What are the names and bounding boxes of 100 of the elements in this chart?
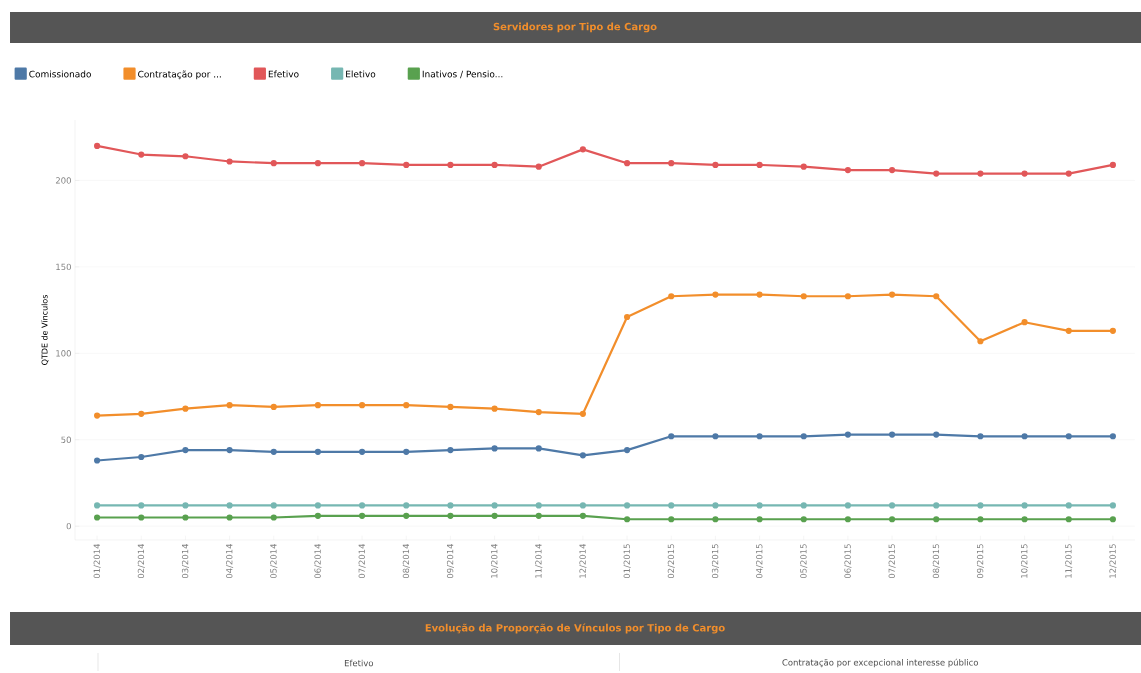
y-tick-label: 50 [61, 436, 71, 443]
point [1109, 433, 1116, 440]
point [668, 433, 675, 440]
point [359, 512, 366, 519]
point [668, 516, 675, 523]
point [888, 516, 896, 523]
point [94, 502, 101, 509]
point [314, 512, 322, 519]
point [270, 502, 277, 509]
point [1065, 327, 1072, 334]
point [226, 158, 233, 165]
point [888, 431, 896, 438]
point [359, 160, 366, 167]
point [977, 502, 984, 509]
point [359, 448, 366, 455]
x-tick-label: 10/2014 [491, 544, 499, 578]
legend-label: Comissionado [29, 70, 91, 78]
point [314, 448, 322, 455]
text: Contratação por excepcional interesse público [782, 658, 979, 668]
y-tick-label: 100 [56, 350, 71, 357]
point [1109, 502, 1116, 509]
x-tick-label: 08/2015 [932, 544, 940, 579]
point [800, 163, 807, 170]
point [403, 512, 410, 519]
point [359, 502, 366, 509]
point [270, 160, 277, 167]
x-tick-label: 11/2015 [1065, 544, 1073, 578]
point [668, 502, 675, 509]
point [623, 160, 631, 167]
x-tick-label: 11/2014 [535, 544, 543, 578]
point [270, 514, 277, 521]
point [447, 502, 454, 509]
point [933, 293, 940, 300]
point [800, 516, 807, 523]
point [977, 433, 984, 440]
point [359, 402, 366, 409]
x-tick-label: 12/2014 [579, 544, 587, 578]
point [1109, 161, 1116, 169]
point [314, 502, 322, 509]
point [933, 502, 940, 509]
chart-title: Servidores por Tipo de Cargo [493, 22, 657, 33]
point [579, 146, 587, 153]
x-tick-label: 06/2015 [844, 544, 852, 579]
point [1065, 502, 1072, 509]
point [977, 338, 984, 345]
x-tick-label: 03/2014 [181, 544, 189, 579]
point [668, 160, 675, 167]
point [447, 447, 454, 454]
point [1021, 170, 1028, 177]
point [712, 502, 719, 509]
point [1065, 433, 1072, 440]
point [712, 291, 719, 298]
point [1065, 516, 1072, 523]
point [491, 512, 498, 519]
point [491, 445, 498, 452]
point [933, 516, 940, 523]
y-tick-label: 200 [55, 177, 71, 184]
point [94, 142, 101, 149]
x-tick-label: 08/2014 [402, 544, 410, 579]
point [888, 291, 896, 298]
point [623, 313, 631, 321]
point [756, 291, 763, 298]
point [403, 502, 410, 509]
x-tick-label: 09/2014 [446, 544, 454, 579]
point [800, 433, 807, 440]
point [535, 512, 542, 519]
point [226, 514, 233, 521]
point [1021, 433, 1028, 440]
x-tick-label: 07/2014 [358, 544, 366, 579]
point [403, 402, 410, 409]
point [535, 502, 542, 509]
point [579, 410, 587, 417]
point [1021, 516, 1028, 523]
point [447, 403, 454, 410]
point [314, 160, 322, 167]
y-tick-label: 0 [66, 522, 71, 530]
point [977, 170, 984, 177]
point [579, 512, 587, 519]
x-tick-label: 09/2015 [976, 544, 984, 579]
point [94, 514, 101, 521]
point [182, 514, 189, 521]
point [182, 447, 189, 454]
x-tick-label: 03/2015 [711, 544, 719, 579]
point [138, 514, 145, 521]
point [314, 402, 322, 409]
point [1109, 327, 1116, 334]
point [888, 502, 896, 509]
point [800, 502, 807, 509]
point [623, 502, 631, 509]
point [844, 431, 852, 438]
point [535, 445, 542, 452]
point [977, 516, 984, 523]
point [1021, 502, 1028, 509]
point [94, 412, 101, 419]
legend-label: Eletivo [346, 70, 376, 78]
x-tick-label: 04/2014 [226, 544, 234, 579]
legend-label: Efetivo [268, 70, 299, 78]
point [756, 161, 763, 169]
point [491, 405, 498, 412]
point [491, 161, 498, 169]
